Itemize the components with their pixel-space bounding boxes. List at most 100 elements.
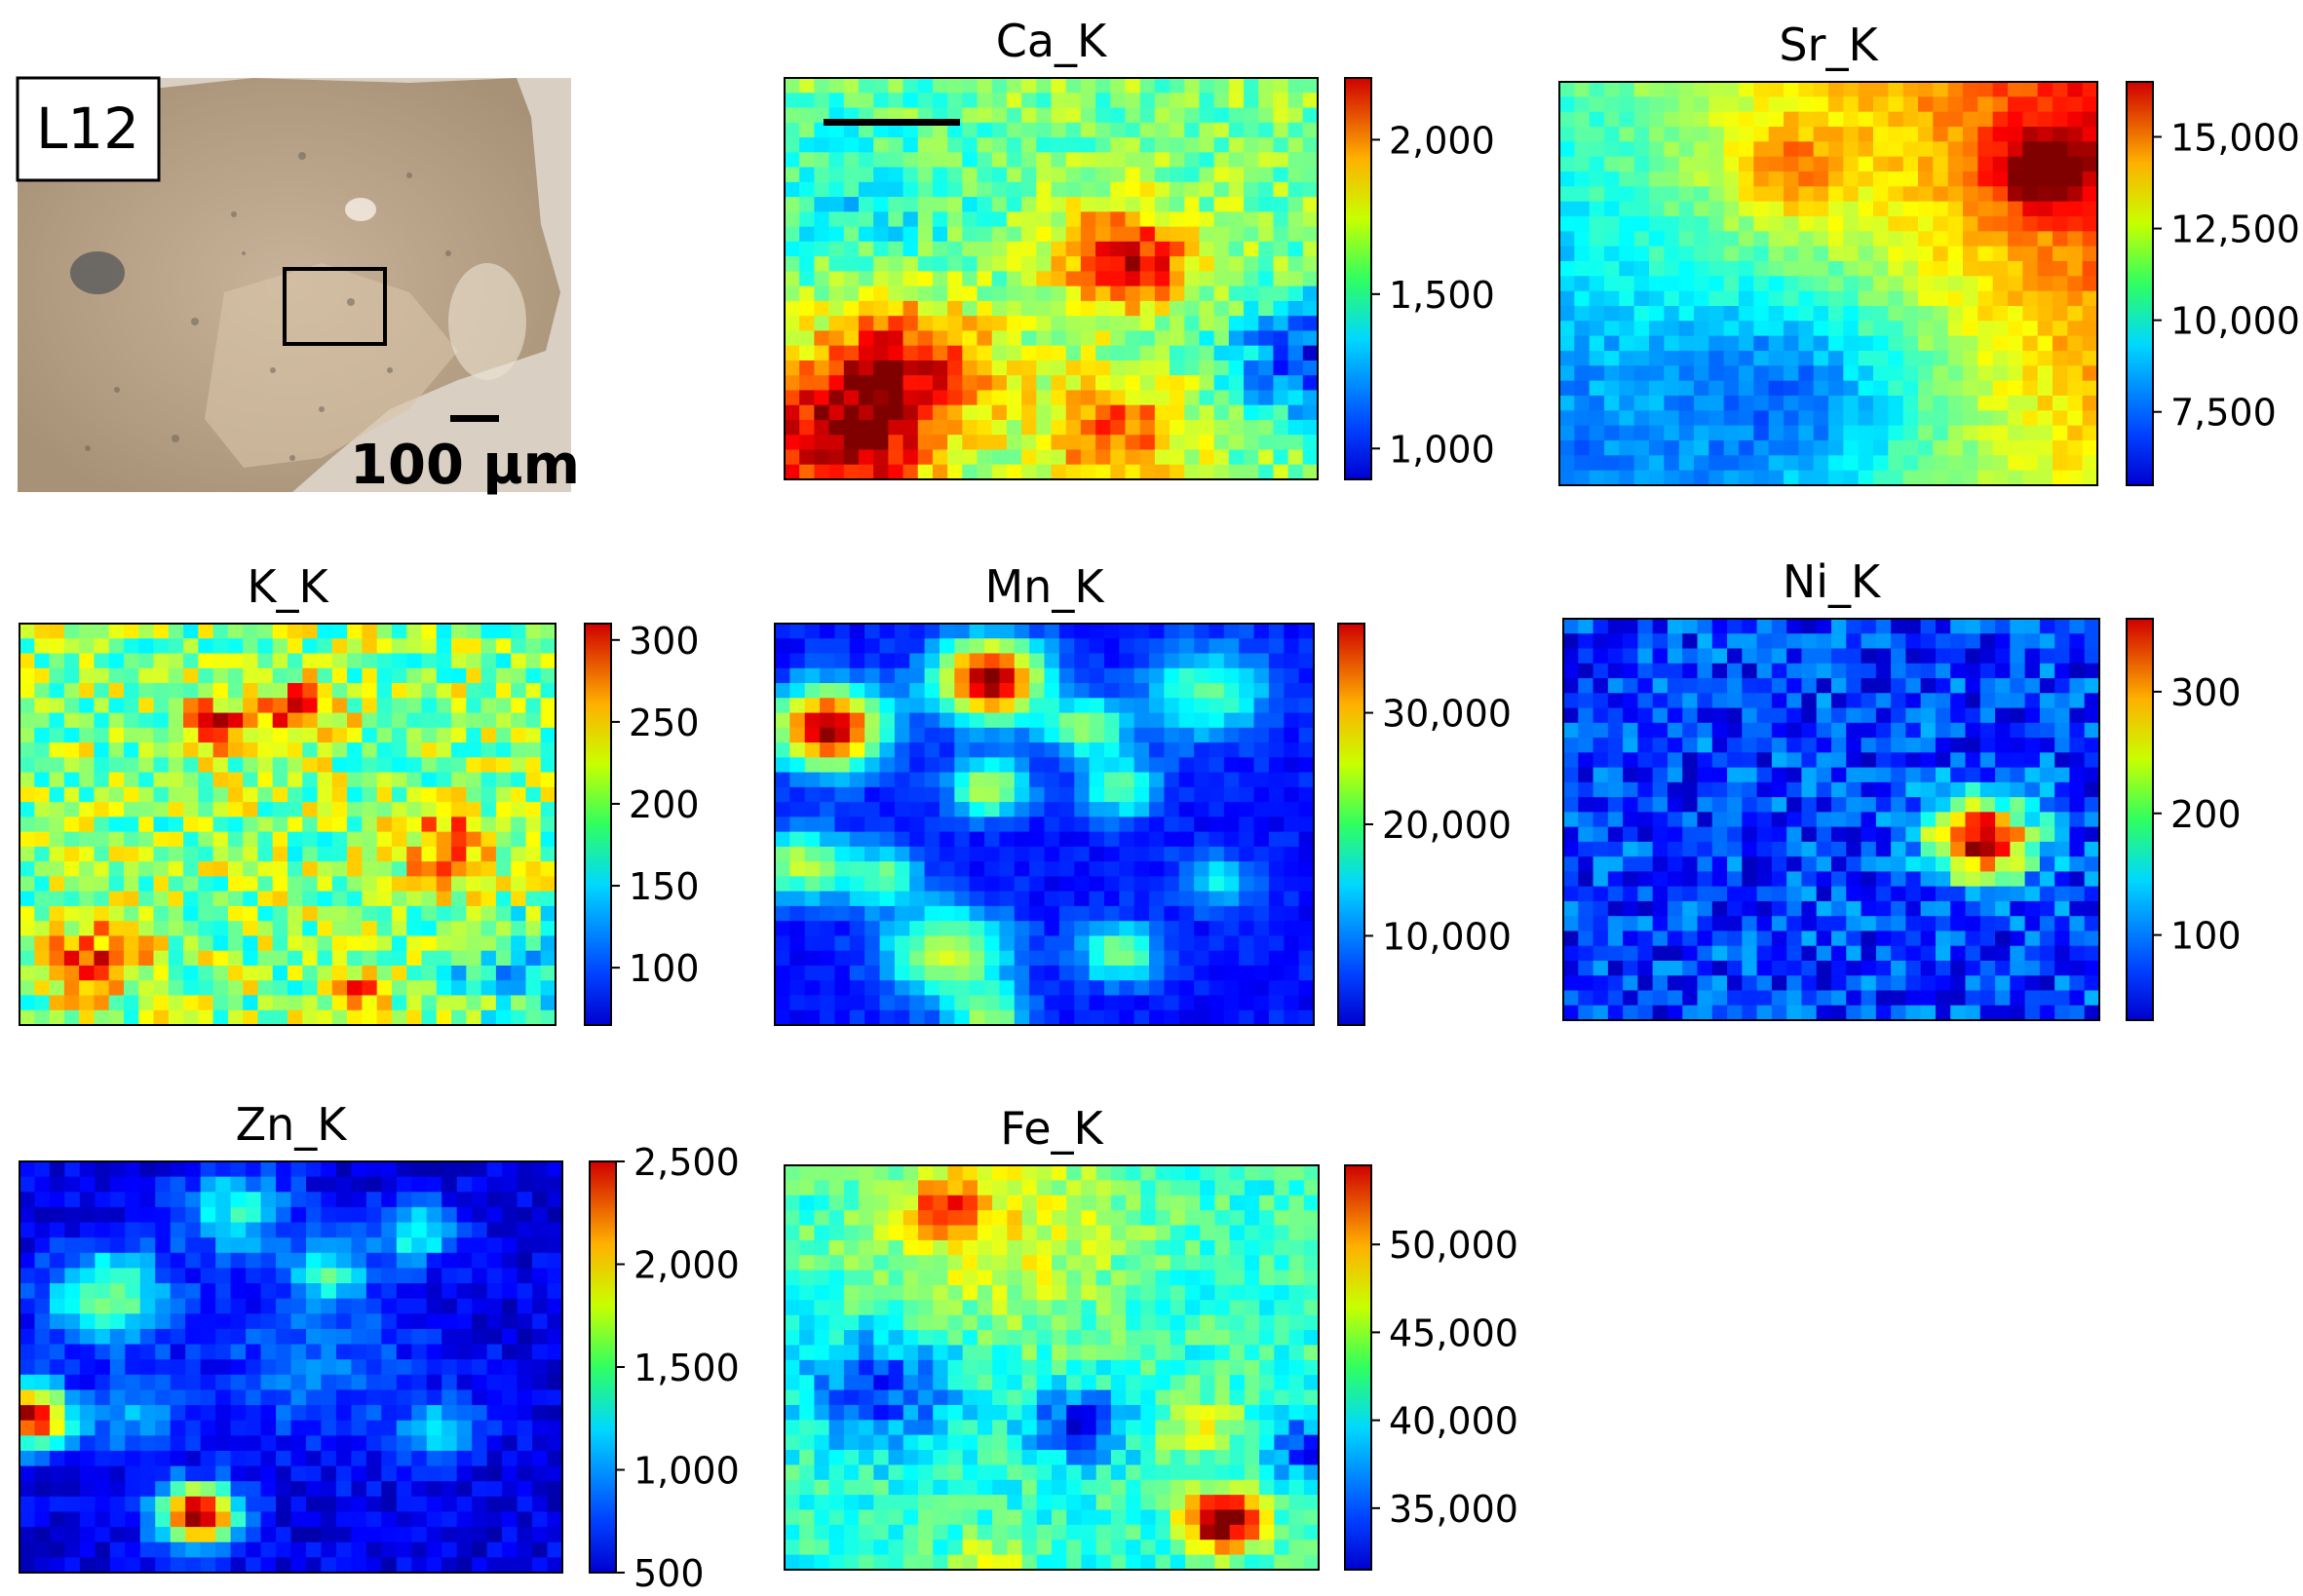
heatmap-cell xyxy=(1920,633,1937,650)
heatmap-cell xyxy=(317,1009,333,1026)
heatmap-cell xyxy=(540,846,557,862)
heatmap-cell xyxy=(1742,931,1758,947)
heatmap-cell xyxy=(272,712,288,729)
heatmap-cell xyxy=(2039,752,2055,769)
heatmap-cell xyxy=(1694,365,1709,382)
heatmap-cell xyxy=(1846,781,1862,798)
heatmap-cell xyxy=(1139,226,1156,243)
heatmap-cell xyxy=(1682,722,1699,739)
heatmap-cell xyxy=(1058,727,1075,743)
heatmap-cell xyxy=(2069,707,2086,724)
heatmap-cell xyxy=(480,817,497,833)
heatmap-cell xyxy=(902,241,919,257)
heatmap-cell xyxy=(1816,916,1832,932)
heatmap-cell xyxy=(1044,667,1060,684)
heatmap-cell xyxy=(1199,167,1215,183)
heatmap-cell xyxy=(1014,861,1030,878)
heatmap-cell xyxy=(849,727,865,743)
heatmap-cell xyxy=(962,375,979,392)
heatmap-cell xyxy=(1711,945,1728,962)
heatmap-cell xyxy=(1095,375,1111,392)
heatmap-cell xyxy=(1816,886,1832,902)
heatmap-cell xyxy=(1228,419,1245,436)
heatmap-cell xyxy=(1619,380,1635,397)
heatmap-cell xyxy=(1902,186,1919,203)
heatmap-cell xyxy=(1133,727,1150,743)
heatmap-cell xyxy=(243,965,259,981)
heatmap-cell xyxy=(49,683,65,699)
heatmap-cell xyxy=(969,876,985,893)
heatmap-cell xyxy=(525,802,542,817)
heatmap-cell xyxy=(1891,693,1906,709)
heatmap-cell xyxy=(1273,137,1289,153)
heatmap-cell xyxy=(1846,900,1862,917)
heatmap-cell xyxy=(63,757,80,774)
heatmap-cell xyxy=(1110,449,1127,466)
heatmap-cell xyxy=(1798,455,1815,472)
heatmap-cell xyxy=(1963,96,1978,113)
heatmap-cell xyxy=(331,980,348,997)
heatmap-cell xyxy=(1154,137,1171,153)
heatmap-cell xyxy=(1563,707,1579,724)
heatmap-cell xyxy=(2024,886,2041,902)
sample-label-box xyxy=(16,76,161,182)
heatmap-cell xyxy=(1771,886,1787,902)
heatmap-cell xyxy=(1287,464,1304,480)
heatmap-cell xyxy=(257,653,274,669)
heatmap-cell xyxy=(243,817,259,833)
heatmap-cell xyxy=(1831,797,1847,813)
heatmap-cell xyxy=(785,211,800,228)
heatmap-cell xyxy=(1977,186,1994,203)
heatmap-cell xyxy=(2024,945,2041,962)
heatmap-cell xyxy=(1902,82,1919,97)
heatmap-cell xyxy=(1873,127,1889,142)
heatmap-cell xyxy=(123,667,139,684)
heatmap-cell xyxy=(1711,841,1728,857)
heatmap-cell xyxy=(1178,1009,1195,1026)
heatmap-cell xyxy=(451,995,467,1011)
heatmap-cell xyxy=(1891,990,1906,1007)
heatmap-cell xyxy=(1920,1005,1937,1021)
heatmap-cell xyxy=(1873,380,1889,397)
heatmap-cell xyxy=(1607,975,1624,992)
heatmap-cell xyxy=(1065,285,1082,302)
heatmap-cell xyxy=(1723,261,1740,277)
heatmap-cell xyxy=(1074,995,1091,1011)
heatmap-cell xyxy=(19,712,35,729)
heatmap-cell xyxy=(198,950,214,967)
heatmap-cell xyxy=(1784,246,1799,262)
heatmap-cell xyxy=(511,905,527,922)
heatmap-cell xyxy=(1816,990,1832,1007)
heatmap-cell xyxy=(775,683,790,699)
heatmap-cell xyxy=(1044,638,1060,655)
heatmap-cell xyxy=(1014,846,1030,862)
heatmap-cell xyxy=(917,300,934,317)
heatmap-cell xyxy=(1058,995,1075,1011)
heatmap-cell xyxy=(909,965,926,981)
heatmap-cell xyxy=(991,435,1008,451)
heatmap-cell xyxy=(1873,201,1889,217)
heatmap-cell xyxy=(365,1176,382,1193)
heatmap-cell xyxy=(1170,435,1185,451)
heatmap-cell xyxy=(1694,111,1709,128)
heatmap-cell xyxy=(1858,365,1874,382)
heatmap-cell xyxy=(858,419,874,436)
heatmap-cell xyxy=(19,1009,35,1026)
heatmap-cell xyxy=(272,624,288,639)
heatmap-cell xyxy=(1858,396,1874,411)
heatmap-cell xyxy=(1918,365,1934,382)
heatmap-cell xyxy=(1593,633,1609,650)
heatmap-cell xyxy=(1223,980,1240,997)
heatmap-cell xyxy=(362,742,378,758)
heatmap-cell xyxy=(991,285,1008,302)
heatmap-cell xyxy=(305,1161,323,1178)
heatmap-cell xyxy=(1875,752,1892,769)
heatmap-cell xyxy=(1742,797,1758,813)
heatmap-cell xyxy=(1965,663,1981,679)
heatmap-cell xyxy=(1154,360,1171,376)
heatmap-cell xyxy=(2084,619,2100,634)
heatmap-cell xyxy=(257,965,274,981)
heatmap-cell xyxy=(1589,276,1605,292)
heatmap-cell xyxy=(456,1176,473,1193)
heatmap-cell xyxy=(775,876,790,893)
